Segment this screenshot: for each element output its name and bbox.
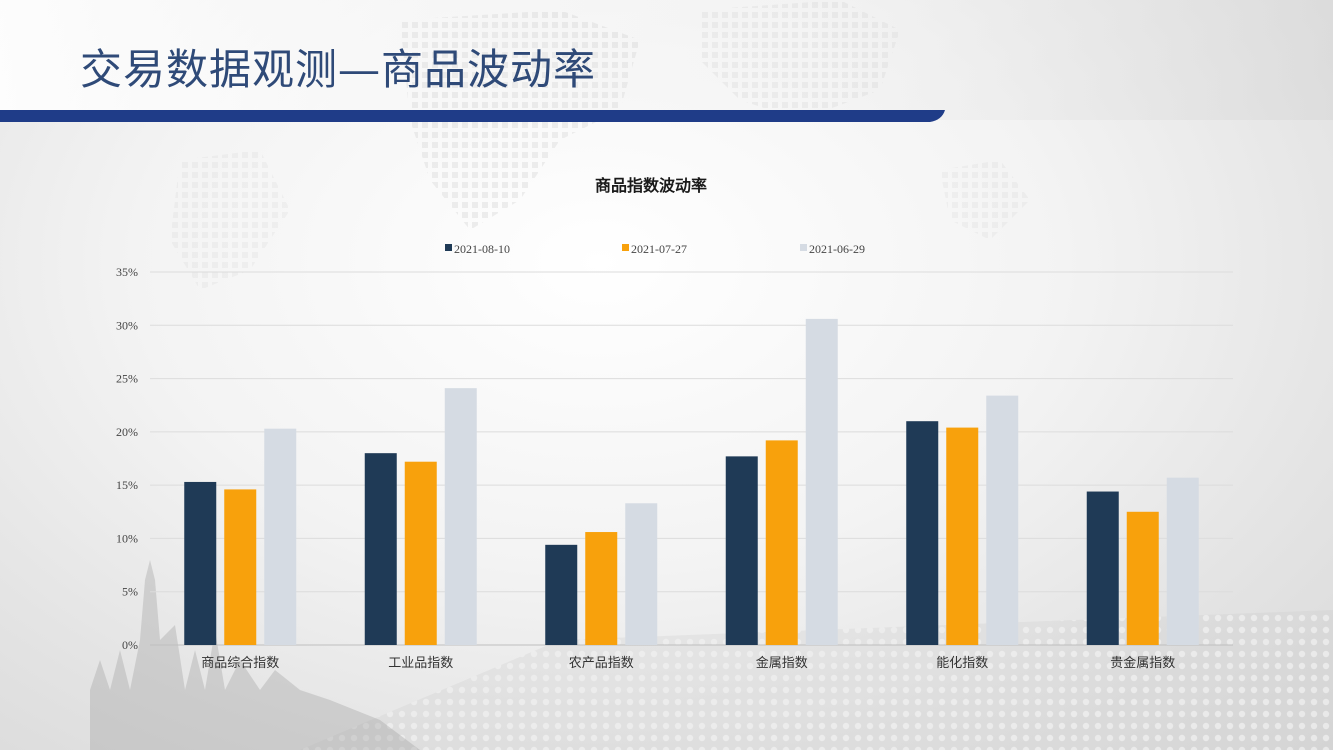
y-tick-label: 35% [116, 265, 138, 279]
y-tick-label: 15% [116, 478, 138, 492]
title-underline-bar [0, 110, 945, 122]
bar [224, 489, 257, 645]
chart-legend: 2021-08-10 2021-07-27 2021-06-29 [445, 242, 865, 256]
bar [364, 453, 397, 645]
bar [1086, 491, 1119, 645]
x-tick-label: 能化指数 [936, 656, 988, 671]
legend-label: 2021-08-10 [454, 242, 510, 256]
y-tick-label: 5% [122, 585, 138, 599]
bar [1166, 477, 1199, 645]
legend-label: 2021-07-27 [631, 242, 687, 256]
chart-bars [184, 318, 1199, 645]
x-tick-label: 工业品指数 [388, 656, 453, 671]
bar [625, 503, 658, 645]
bar [946, 427, 979, 645]
bar [805, 318, 838, 645]
bar [184, 481, 217, 645]
bar [545, 544, 578, 645]
legend-swatch [800, 244, 807, 251]
x-axis: 商品综合指数 工业品指数 农产品指数 金属指数 能化指数 贵金属指数 [201, 655, 1175, 671]
legend-swatch [622, 244, 629, 251]
chart-gridlines [150, 271, 1233, 646]
bar [1126, 511, 1159, 645]
bar [986, 395, 1019, 645]
bar [585, 532, 618, 645]
x-tick-label: 农产品指数 [569, 656, 634, 671]
slide-title: 交易数据观测—商品波动率 [80, 45, 597, 94]
bar [906, 421, 939, 645]
bar [444, 388, 477, 645]
y-axis: 0% 5% 10% 15% 20% 25% 30% 35% [116, 265, 138, 652]
chart-title: 商品指数波动率 [595, 176, 707, 195]
y-tick-label: 25% [116, 372, 138, 386]
y-tick-label: 30% [116, 318, 138, 332]
legend-label: 2021-06-29 [809, 242, 865, 256]
y-tick-label: 20% [116, 425, 138, 439]
x-tick-label: 贵金属指数 [1110, 655, 1175, 671]
legend-swatch [445, 244, 452, 251]
x-tick-label: 金属指数 [756, 655, 808, 671]
y-tick-label: 0% [122, 638, 138, 652]
x-tick-label: 商品综合指数 [201, 656, 279, 671]
bar [404, 461, 437, 645]
bar [264, 428, 297, 645]
y-tick-label: 10% [116, 531, 138, 545]
bar [765, 440, 798, 645]
bar [725, 456, 758, 645]
